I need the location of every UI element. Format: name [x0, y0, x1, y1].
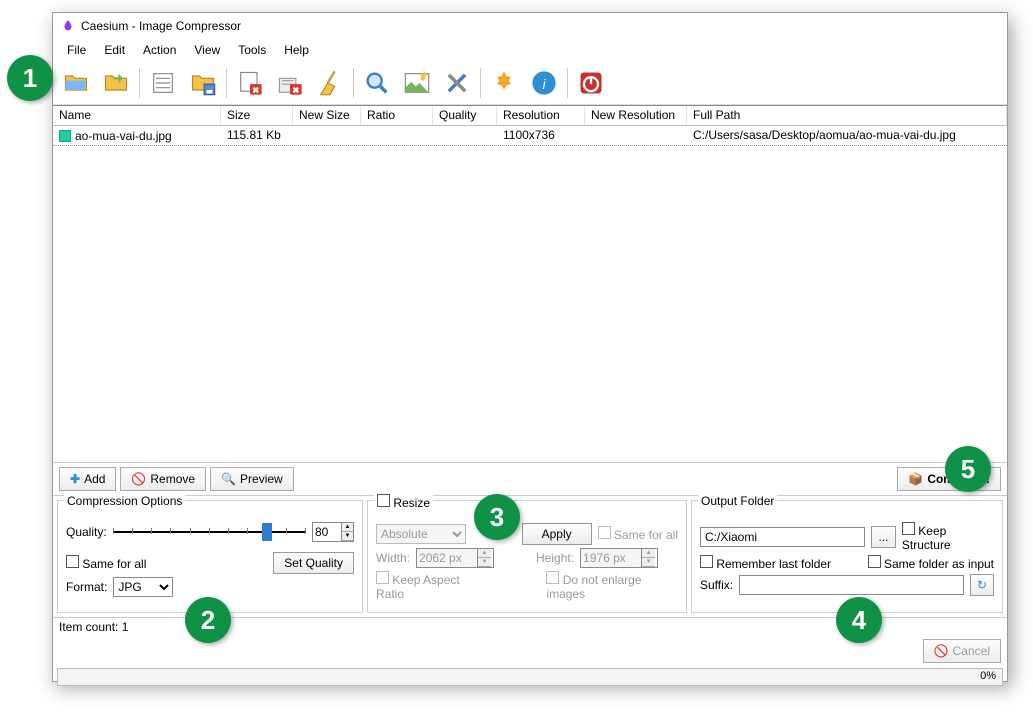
info-icon[interactable]: i — [525, 64, 563, 102]
title-bar: Caesium - Image Compressor — [53, 13, 1007, 39]
set-quality-button[interactable]: Set Quality — [273, 552, 354, 574]
browse-button[interactable]: ... — [871, 526, 896, 548]
remember-check[interactable]: Remember last folder — [700, 555, 831, 571]
clear-list-icon[interactable] — [271, 64, 309, 102]
callout-3: 3 — [474, 494, 520, 540]
output-panel: Output Folder ... Keep Structure Remembe… — [691, 500, 1003, 613]
open-folder-icon[interactable] — [97, 64, 135, 102]
no-icon: 🚫 — [131, 472, 146, 486]
col-name[interactable]: Name — [53, 106, 221, 125]
item-count: Item count: 1 — [59, 620, 128, 634]
search-icon: 🔍 — [221, 472, 236, 486]
cell-newres — [585, 126, 687, 145]
col-resolution[interactable]: Resolution — [497, 106, 585, 125]
reset-suffix-button[interactable]: ↻ — [970, 574, 994, 596]
menu-file[interactable]: File — [59, 41, 94, 59]
cell-ratio — [361, 126, 433, 145]
menu-view[interactable]: View — [186, 41, 228, 59]
apply-button: Apply — [522, 523, 592, 545]
app-icon — [61, 19, 75, 33]
list-icon[interactable] — [144, 64, 182, 102]
list-area[interactable] — [53, 146, 1007, 462]
format-label: Format: — [66, 580, 107, 594]
file-table: Name Size New Size Ratio Quality Resolut… — [53, 105, 1007, 462]
broom-icon[interactable] — [311, 64, 349, 102]
cell-size: 115.81 Kb — [221, 126, 293, 145]
exit-icon[interactable] — [572, 64, 610, 102]
output-path-input[interactable] — [700, 527, 865, 547]
same-folder-check[interactable]: Same folder as input — [868, 555, 994, 571]
no-enlarge-check: Do not enlarge images — [546, 571, 678, 601]
callout-5: 5 — [945, 446, 991, 492]
resize-panel: Resize Absolute Apply Same for all Width… — [367, 500, 687, 613]
width-spinner: ▲▼ — [416, 548, 494, 568]
col-size[interactable]: Size — [221, 106, 293, 125]
resize-same-check: Same for all — [598, 526, 678, 542]
quality-slider[interactable] — [113, 522, 306, 542]
app-window: Caesium - Image Compressor File Edit Act… — [52, 12, 1008, 682]
quality-spinner[interactable]: ▲▼ — [312, 522, 354, 542]
cell-newsize — [293, 126, 361, 145]
quality-label: Quality: — [66, 525, 107, 539]
keep-ratio-check: Keep Aspect Ratio — [376, 571, 486, 601]
file-icon — [59, 130, 71, 142]
resize-check[interactable]: Resize — [374, 494, 433, 510]
callout-1: 1 — [7, 55, 53, 101]
cell-quality — [433, 126, 497, 145]
update-icon[interactable] — [485, 64, 523, 102]
menu-help[interactable]: Help — [276, 41, 317, 59]
output-legend: Output Folder — [698, 494, 777, 508]
menu-tools[interactable]: Tools — [230, 41, 274, 59]
cancel-icon: 🚫 — [934, 644, 949, 658]
search-icon[interactable] — [358, 64, 396, 102]
resize-mode-select: Absolute — [376, 524, 466, 544]
compress-icon: 📦 — [908, 472, 923, 486]
table-row[interactable]: ao-mua-vai-du.jpg 115.81 Kb 1100x736 C:/… — [53, 126, 1007, 146]
same-for-all-check[interactable]: Same for all — [66, 555, 146, 571]
suffix-input[interactable] — [739, 575, 964, 595]
keep-structure-check[interactable]: Keep Structure — [902, 522, 994, 552]
compression-legend: Compression Options — [64, 494, 185, 508]
cell-resolution: 1100x736 — [497, 126, 585, 145]
settings-icon[interactable] — [438, 64, 476, 102]
progress-bar: 0% — [57, 668, 1003, 686]
remove-button[interactable]: 🚫Remove — [120, 467, 206, 491]
save-list-icon[interactable] — [184, 64, 222, 102]
cell-path: C:/Users/sasa/Desktop/aomua/ao-mua-vai-d… — [687, 126, 1007, 145]
col-ratio[interactable]: Ratio — [361, 106, 433, 125]
add-button[interactable]: ✚Add — [59, 467, 116, 491]
table-header: Name Size New Size Ratio Quality Resolut… — [53, 106, 1007, 126]
preview-button[interactable]: 🔍Preview — [210, 467, 294, 491]
width-label: Width: — [376, 551, 410, 565]
menu-edit[interactable]: Edit — [96, 41, 133, 59]
toolbar: i — [53, 61, 1007, 105]
menu-bar: File Edit Action View Tools Help — [53, 39, 1007, 61]
height-spinner: ▲▼ — [580, 548, 658, 568]
callout-2: 2 — [185, 597, 231, 643]
menu-action[interactable]: Action — [135, 41, 184, 59]
cancel-button: 🚫Cancel — [923, 639, 1001, 663]
height-label: Height: — [536, 551, 574, 565]
window-title: Caesium - Image Compressor — [81, 19, 241, 33]
suffix-label: Suffix: — [700, 578, 733, 592]
col-newsize[interactable]: New Size — [293, 106, 361, 125]
format-select[interactable]: JPG — [113, 577, 173, 597]
action-row: ✚Add 🚫Remove 🔍Preview 📦Compress! — [53, 462, 1007, 495]
col-quality[interactable]: Quality — [433, 106, 497, 125]
col-newresolution[interactable]: New Resolution — [585, 106, 687, 125]
col-fullpath[interactable]: Full Path — [687, 106, 1007, 125]
callout-4: 4 — [836, 597, 882, 643]
remove-item-icon[interactable] — [231, 64, 269, 102]
plus-icon: ✚ — [70, 472, 80, 486]
progress-text: 0% — [980, 670, 996, 682]
compression-panel: Compression Options Quality: ▲▼ Same for… — [57, 500, 363, 613]
open-file-icon[interactable] — [57, 64, 95, 102]
cell-name: ao-mua-vai-du.jpg — [75, 129, 172, 143]
image-icon[interactable] — [398, 64, 436, 102]
